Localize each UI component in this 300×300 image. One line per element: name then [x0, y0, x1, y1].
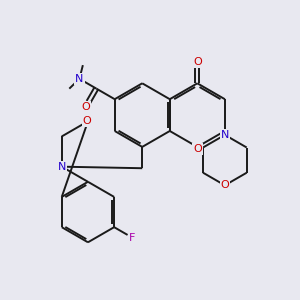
Text: O: O [193, 144, 202, 154]
Text: O: O [83, 116, 92, 126]
Text: O: O [193, 57, 202, 68]
Text: O: O [220, 180, 229, 190]
Text: O: O [81, 102, 90, 112]
Text: F: F [129, 232, 136, 243]
Text: N: N [221, 130, 229, 140]
Text: N: N [58, 162, 66, 172]
Text: N: N [75, 74, 84, 84]
